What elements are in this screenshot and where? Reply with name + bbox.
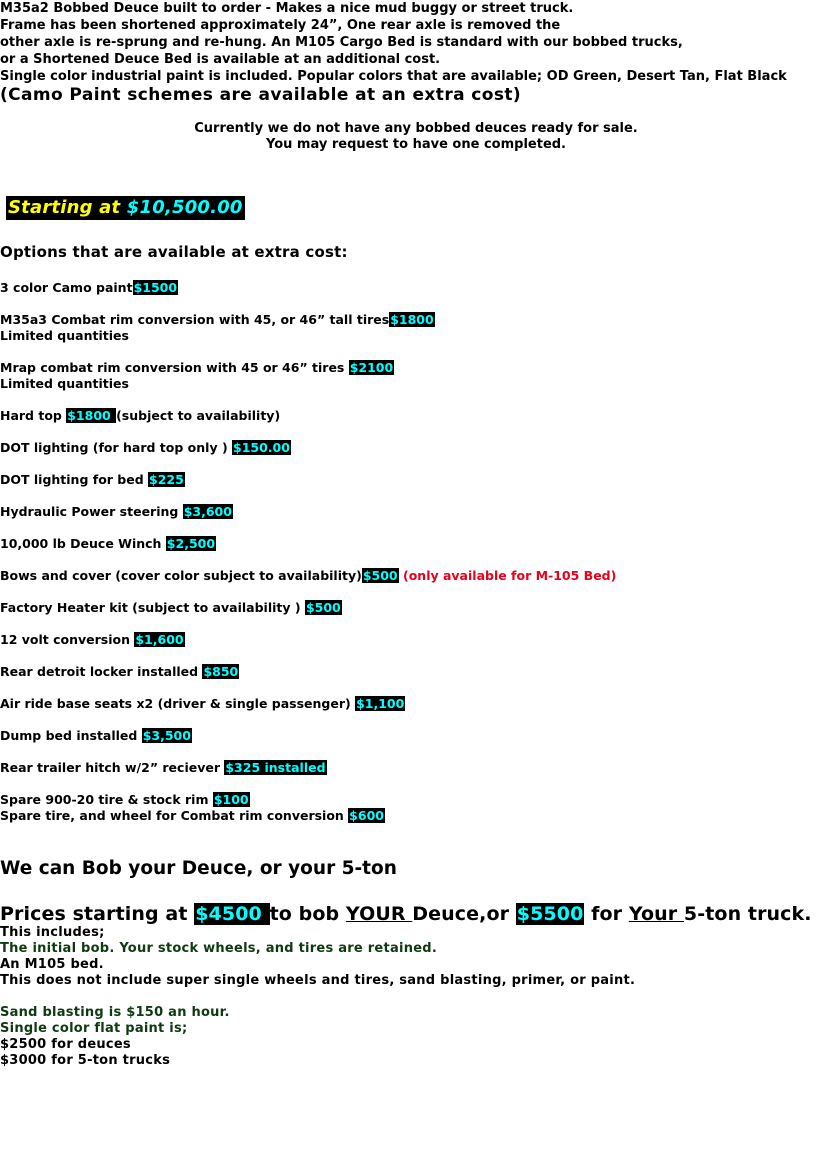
availability-line: You may request to have one completed.	[265, 137, 566, 152]
bob-heading: We can Bob your Deuce, or your 5-ton	[0, 858, 397, 879]
option-price: $2,500	[165, 536, 217, 551]
option-label: 3 color Camo paint	[0, 280, 133, 295]
option-label: Dump bed installed	[0, 728, 142, 743]
option-item: Dump bed installed $3,500	[0, 728, 192, 744]
option-price: $1500	[132, 280, 179, 295]
option-price: $3,600	[182, 504, 233, 519]
option-item: Rear detroit locker installed $850	[0, 664, 240, 680]
option-item: Bows and cover (cover color subject to a…	[0, 568, 616, 584]
intro-line: Single color industrial paint is include…	[0, 69, 787, 84]
bob-text: to bob	[269, 903, 346, 925]
option-label: Mrap combat rim conversion with 45 or 46…	[0, 360, 349, 375]
option-item: Factory Heater kit (subject to availabil…	[0, 600, 342, 616]
option-price: $1800	[389, 312, 435, 327]
paint-info-line: $2500 for deuces	[0, 1037, 131, 1052]
option-note-price: $600	[348, 808, 385, 823]
option-price: $500	[361, 568, 399, 583]
option-label: Rear detroit locker installed	[0, 664, 203, 679]
option-item: 10,000 lb Deuce Winch $2,500	[0, 536, 217, 552]
option-note: Limited quantities	[0, 328, 129, 343]
option-item: 3 color Camo paint$1500	[0, 280, 179, 296]
option-item: DOT lighting (for hard top only ) $150.0…	[0, 440, 291, 456]
includes-line: The initial bob. Your stock wheels, and …	[0, 941, 438, 956]
option-price: $3,500	[141, 728, 192, 743]
option-item: Rear trailer hitch w/2” reciever $325 in…	[0, 760, 327, 776]
option-price: $850	[202, 664, 240, 679]
option-label: 10,000 lb Deuce Winch	[0, 536, 166, 551]
intro-line: M35a2 Bobbed Deuce built to order - Make…	[0, 1, 574, 16]
option-price: $325 installed	[224, 760, 327, 775]
bob-text: Deuce,or	[412, 903, 516, 925]
option-price: $100	[212, 792, 250, 807]
option-label: Factory Heater kit (subject to availabil…	[0, 600, 305, 615]
camo-note: (Camo Paint schemes are available at an …	[0, 85, 522, 105]
bob-text: for	[584, 903, 629, 925]
option-note: Limited quantities	[0, 376, 129, 391]
option-price: $1,600	[134, 632, 185, 647]
option-label: Hard top	[0, 408, 67, 423]
intro-line: Frame has been shortened approximately 2…	[0, 18, 561, 33]
bob-your: YOUR	[345, 903, 413, 925]
starting-price-banner: Starting at $10,500.00	[6, 196, 245, 220]
bob-text: 5-ton truck.	[683, 903, 812, 925]
option-price: $500	[304, 600, 342, 615]
intro-line: other axle is re-sprung and re-hung. An …	[0, 35, 683, 50]
option-label: M35a3 Combat rim conversion with 45, or …	[0, 312, 390, 327]
option-label: DOT lighting for bed	[0, 472, 149, 487]
starting-price: $10,500.00	[126, 197, 243, 218]
option-item: Mrap combat rim conversion with 45 or 46…	[0, 360, 395, 392]
option-item: Spare 900-20 tire & stock rim $100 Spare…	[0, 792, 385, 824]
bob-price-5ton: $5500	[515, 903, 585, 925]
option-label: 12 volt conversion	[0, 632, 135, 647]
bob-your: Your	[628, 903, 684, 925]
option-price: $1800	[66, 408, 117, 423]
availability-line: Currently we do not have any bobbed deuc…	[194, 121, 638, 136]
option-label: Air ride base seats x2 (driver & single …	[0, 696, 356, 711]
option-restriction-note: (only available for M-105 Bed)	[398, 568, 617, 583]
includes-section: This includes; The initial bob. Your sto…	[0, 925, 635, 989]
options-heading: Options that are available at extra cost…	[0, 243, 348, 261]
option-item: Air ride base seats x2 (driver & single …	[0, 696, 406, 712]
option-price: $2100	[348, 360, 395, 375]
option-label: Bows and cover (cover color subject to a…	[0, 568, 362, 583]
option-label: Spare 900-20 tire & stock rim	[0, 792, 213, 807]
option-item: Hydraulic Power steering $3,600	[0, 504, 233, 520]
includes-line: This does not include super single wheel…	[0, 973, 636, 988]
option-item: DOT lighting for bed $225	[0, 472, 185, 488]
option-label: DOT lighting (for hard top only )	[0, 440, 233, 455]
paint-info-line: Single color flat paint is;	[0, 1021, 188, 1036]
option-note: Spare tire, and wheel for Combat rim con…	[0, 808, 349, 823]
option-label: Rear trailer hitch w/2” reciever	[0, 760, 225, 775]
option-note-line: Spare tire, and wheel for Combat rim con…	[0, 808, 385, 824]
starting-label: Starting at	[8, 197, 121, 218]
paint-info-line: $3000 for 5-ton trucks	[0, 1053, 171, 1068]
bob-text: Prices starting at	[0, 903, 195, 925]
includes-line: An M105 bed.	[0, 957, 104, 972]
paint-info-section: Sand blasting is $150 an hour. Single co…	[0, 1005, 230, 1069]
option-price: $1,100	[355, 696, 406, 711]
bob-price-line: Prices starting at $4500 to bob YOUR Deu…	[0, 902, 812, 926]
intro-line: or a Shortened Deuce Bed is available at…	[0, 52, 441, 67]
option-label: Hydraulic Power steering	[0, 504, 183, 519]
option-price: $225	[148, 472, 185, 487]
option-item: M35a3 Combat rim conversion with 45, or …	[0, 312, 435, 344]
option-item: 12 volt conversion $1,600	[0, 632, 185, 648]
intro-section: M35a2 Bobbed Deuce built to order - Make…	[0, 0, 832, 106]
paint-info-line: Sand blasting is $150 an hour.	[0, 1005, 230, 1020]
option-suffix: (subject to availability)	[116, 408, 281, 423]
includes-heading: This includes;	[0, 925, 105, 940]
bob-price-deuce: $4500	[194, 903, 270, 925]
option-item: Hard top $1800 (subject to availability)	[0, 408, 280, 424]
option-price: $150.00	[232, 440, 291, 455]
